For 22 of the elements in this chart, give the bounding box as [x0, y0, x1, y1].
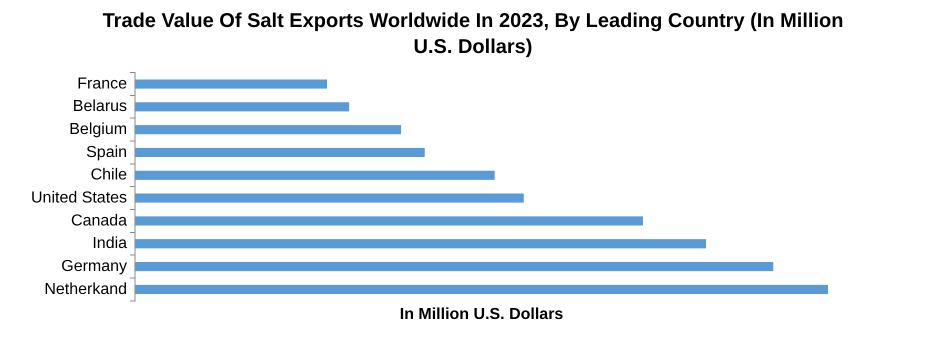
y-tick-label: Belarus: [72, 98, 128, 116]
bar: [135, 262, 774, 272]
bar: [135, 239, 706, 248]
bar: [135, 79, 327, 89]
y-tick-label: Chile: [90, 166, 128, 184]
chart-title: Trade Value Of Salt Exports Worldwide In 2023, By Leading Country (In Million U.S. Dollars): [102, 9, 844, 60]
y-tick-label: United States: [30, 190, 128, 207]
bar: [135, 194, 524, 203]
bar: [135, 284, 828, 294]
bar: [135, 170, 495, 180]
y-tick-label: Germany: [61, 258, 128, 275]
y-tick-label: Spain: [86, 144, 128, 161]
y-tick-label: Belgium: [69, 121, 128, 138]
y-tick-label: Canada: [71, 212, 128, 230]
bar: [135, 102, 350, 112]
bar: [135, 148, 425, 158]
bar: [135, 216, 643, 226]
bar: [135, 125, 402, 134]
y-tick-label: France: [77, 75, 128, 92]
y-tick-label: Netherkand: [44, 280, 128, 298]
x-axis-title: In Million U.S. Dollars: [400, 306, 564, 323]
y-tick-label: India: [92, 235, 128, 252]
